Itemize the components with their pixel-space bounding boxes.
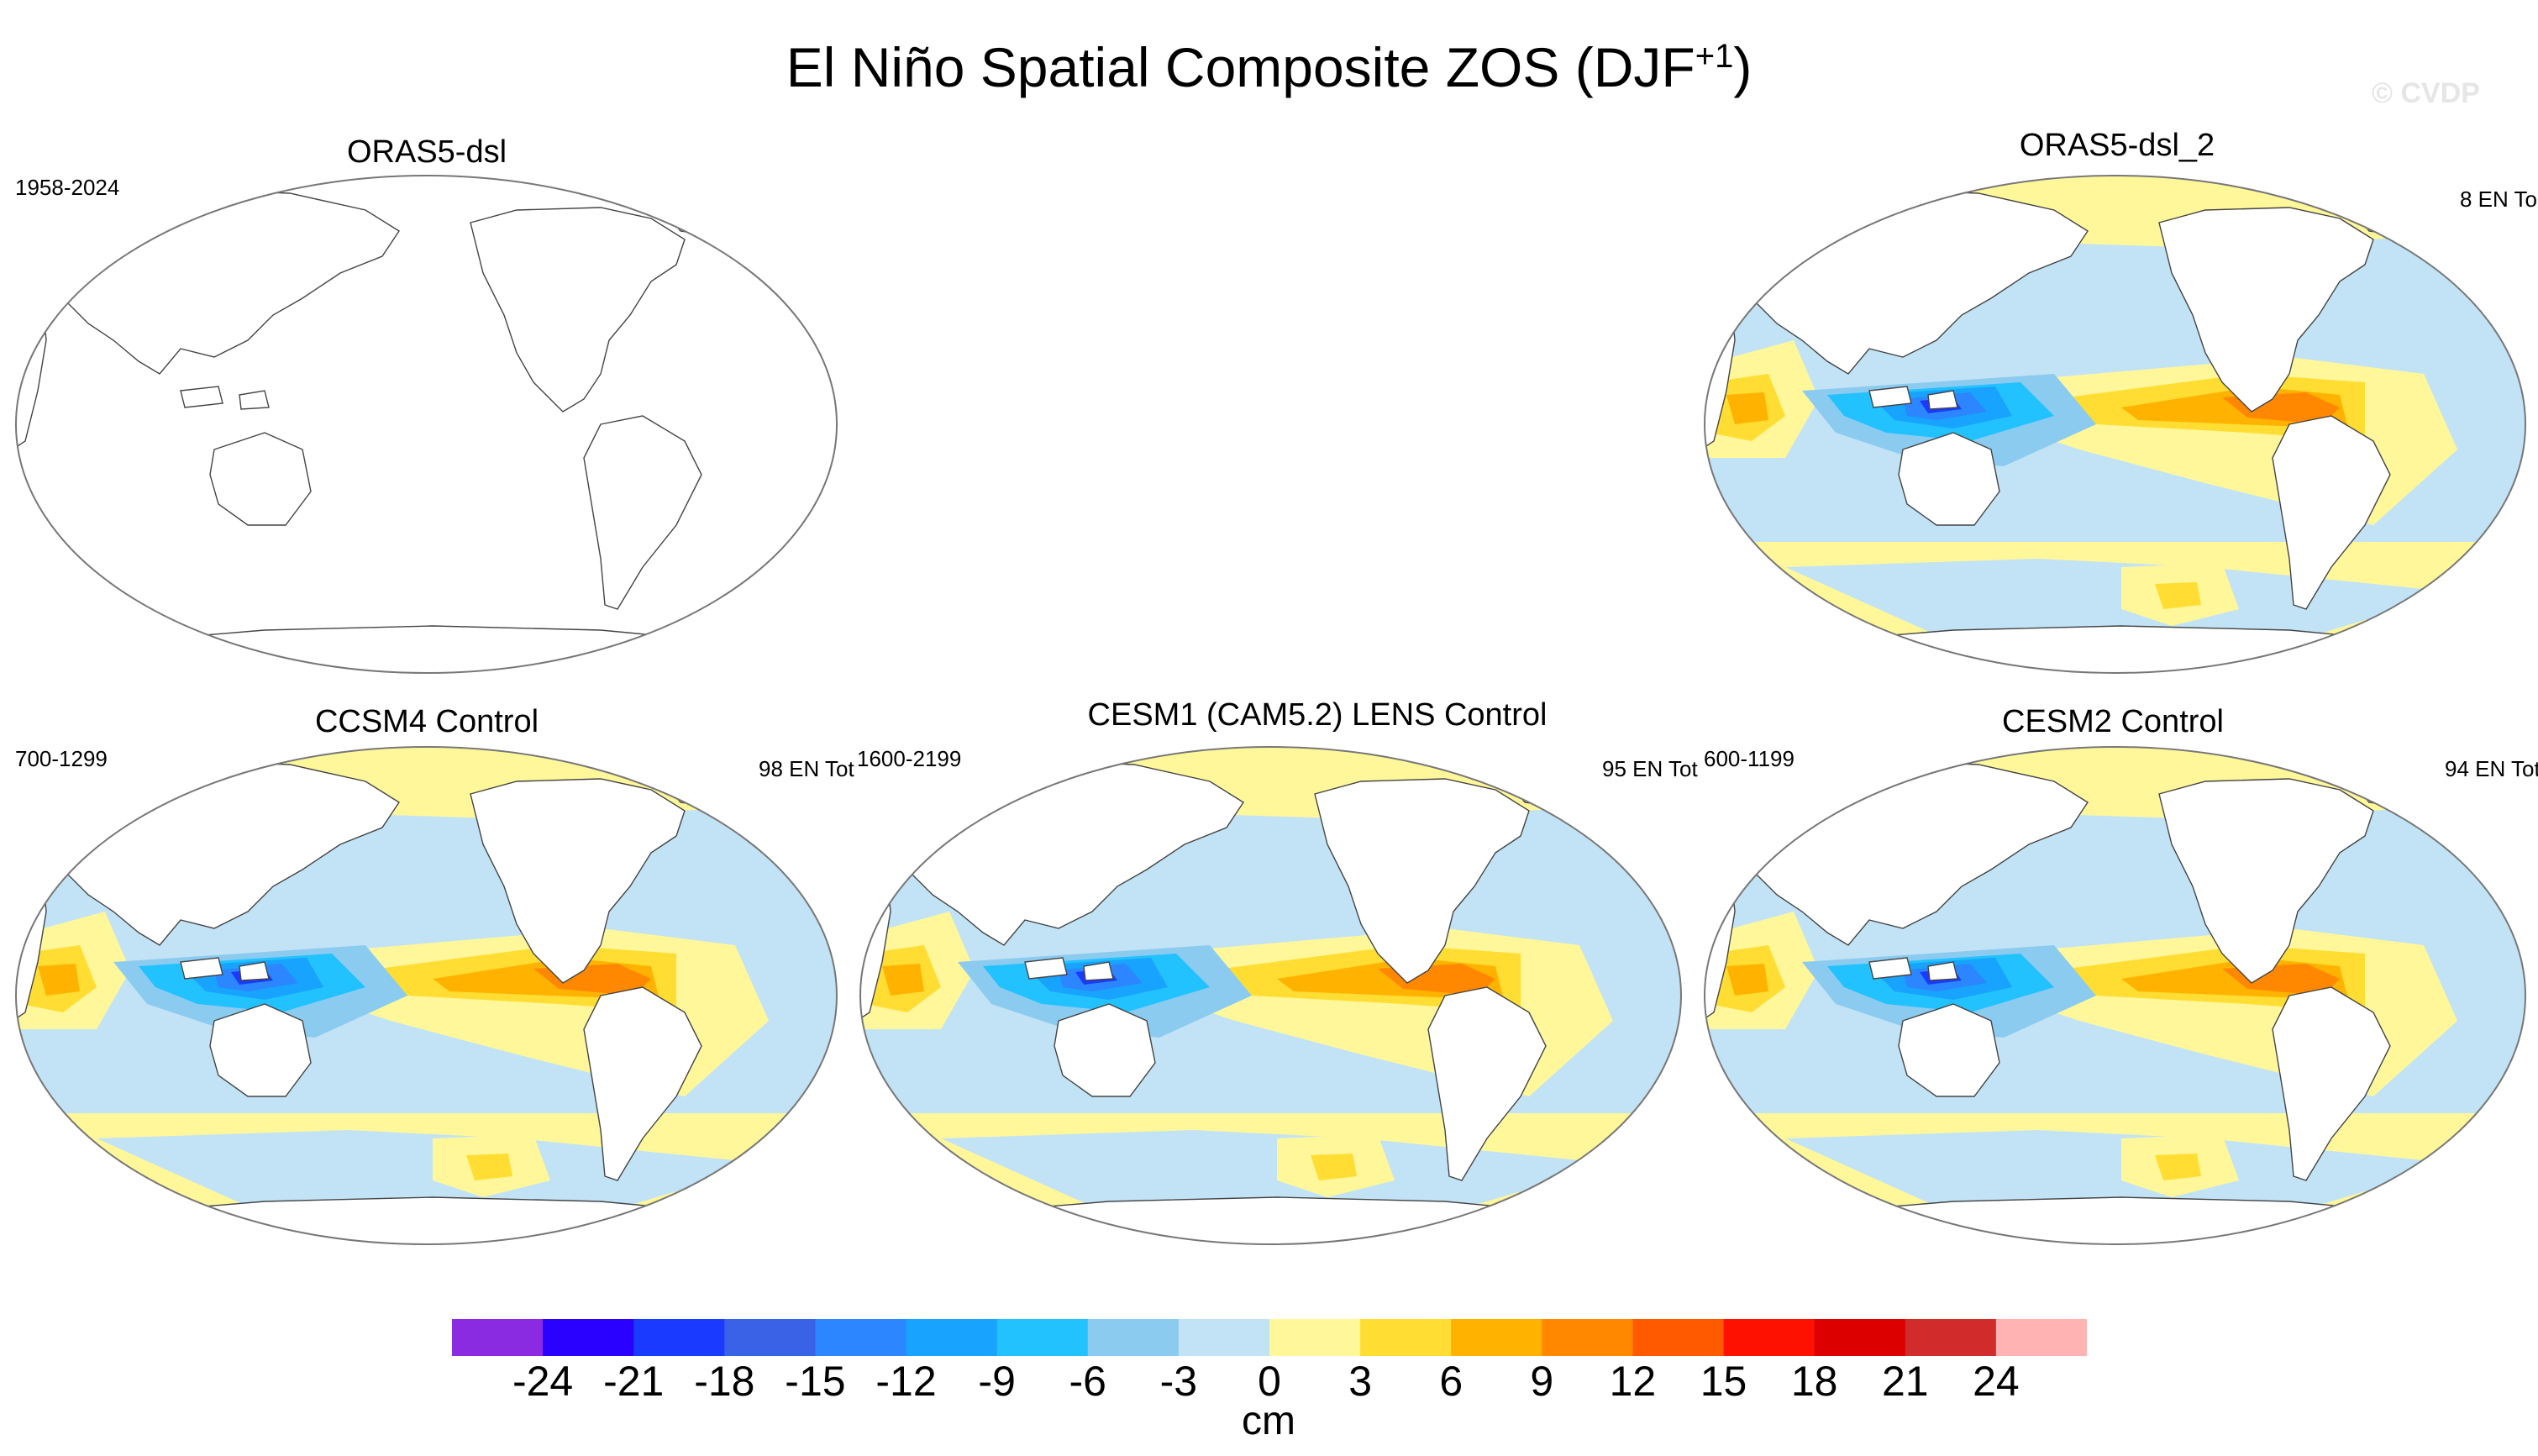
- panel-left-label: 600-1199: [1704, 746, 1794, 771]
- colorbar-tick-label: -18: [694, 1358, 755, 1405]
- colorbar-tick-label: -6: [1069, 1358, 1106, 1405]
- colorbar-tick-label: 18: [1790, 1358, 1838, 1405]
- panel-right-label: 94 EN Tot: [2445, 756, 2538, 781]
- map-border: [15, 175, 838, 674]
- colorbar-swatch: [543, 1319, 634, 1356]
- panel-title-oras5-dsl-2: ORAS5-dsl_2: [2019, 128, 2215, 163]
- continent-outline: [1868, 957, 1912, 980]
- panel-left-label: 700-1299: [15, 746, 108, 771]
- colorbar-tick-label: 6: [1439, 1358, 1463, 1405]
- panel-left-label: 1958-2024: [15, 175, 120, 200]
- colorbar-swatch: [1814, 1319, 1906, 1356]
- panel-title-cesm1: CESM1 (CAM5.2) LENS Control: [1087, 697, 1547, 733]
- continent-outline: [1024, 957, 1068, 980]
- colorbar-unit: cm: [1242, 1399, 1295, 1443]
- continent-outline: [1927, 961, 1958, 981]
- colorbar-tick-label: 21: [1881, 1358, 1929, 1405]
- panel-title-oras5-dsl: ORAS5-dsl: [346, 134, 507, 170]
- continent-outline: [1054, 1003, 1156, 1097]
- colorbar-tick-label: -3: [1159, 1358, 1198, 1405]
- colorbar-swatch: [1451, 1319, 1542, 1356]
- panel-title-cesm2: CESM2 Control: [2002, 704, 2224, 739]
- colorbar-tick-label: -21: [603, 1358, 665, 1405]
- continent-outline: [2158, 207, 2374, 413]
- colorbar-tick-label: 0: [1258, 1358, 1281, 1405]
- continent-outline: [470, 778, 686, 984]
- continent-outline: [239, 390, 270, 410]
- panel-right-label: 98 EN Tot: [759, 756, 854, 781]
- continent-outline: [1898, 432, 2000, 526]
- continent-outline: [209, 1003, 312, 1097]
- continent-outline: [180, 386, 223, 408]
- colorbar-swatch: [452, 1319, 544, 1356]
- continent-outline: [2272, 415, 2391, 610]
- map-panel: [15, 175, 838, 674]
- continent-outline: [1427, 986, 1547, 1181]
- continent-outline: [470, 207, 686, 413]
- colorbar-tick-label: -12: [875, 1358, 937, 1405]
- colorbar-swatch: [1542, 1319, 1633, 1356]
- colorbar-swatch: [633, 1319, 725, 1356]
- colorbar-tick-label: 3: [1348, 1358, 1373, 1405]
- map-panel: [1704, 175, 2526, 674]
- map-border: [1704, 746, 2526, 1245]
- figure-title: El Niño Spatial Composite ZOS (DJF+1): [786, 36, 1752, 98]
- colorbar-swatch: [1723, 1319, 1815, 1356]
- colorbar-swatch: [1178, 1319, 1270, 1356]
- continent-outline: [1898, 1003, 2000, 1097]
- colorbar-swatch: [996, 1319, 1089, 1356]
- continent-outline: [1083, 961, 1114, 981]
- colorbar-swatch: [906, 1319, 998, 1356]
- map-border: [859, 746, 1682, 1245]
- continent-outline: [1314, 778, 1530, 984]
- colorbar-tick-label: 15: [1700, 1358, 1747, 1405]
- continent-outline: [239, 961, 270, 981]
- continent-outline: [583, 986, 702, 1181]
- continent-outline: [583, 415, 702, 610]
- colorbar: [452, 1319, 2087, 1356]
- watermark: © CVDP: [2372, 77, 2480, 109]
- map-panel: [859, 746, 1682, 1245]
- colorbar-tick-label: -9: [978, 1358, 1016, 1405]
- colorbar-swatch: [1905, 1319, 1997, 1356]
- panel-right-label: 95 EN Tot: [1602, 756, 1698, 781]
- colorbar-tick-label: -15: [785, 1358, 846, 1405]
- continent-outline: [180, 957, 223, 980]
- colorbar-swatch: [1632, 1319, 1725, 1356]
- continent-outline: [209, 432, 312, 526]
- continent-outline: [2272, 986, 2391, 1181]
- continent-outline: [1868, 386, 1912, 408]
- colorbar-swatch: [815, 1319, 907, 1356]
- colorbar-tick-label: 9: [1530, 1358, 1554, 1405]
- colorbar-swatch: [1360, 1319, 1452, 1356]
- colorbar-swatch: [1995, 1319, 2087, 1356]
- colorbar-tick-label: -24: [512, 1358, 574, 1405]
- panel-title-ccsm4: CCSM4 Control: [314, 704, 539, 739]
- continent-outline: [1927, 390, 1958, 410]
- colorbar-swatch: [1087, 1319, 1180, 1356]
- colorbar-swatch: [724, 1319, 816, 1356]
- map-panel: [1704, 746, 2526, 1245]
- panel-right-label: 8 EN To: [2460, 187, 2538, 212]
- colorbar-tick-label: 24: [1973, 1358, 2020, 1405]
- map-border: [15, 746, 838, 1245]
- map-panel: [15, 746, 838, 1245]
- colorbar-tick-label: 12: [1609, 1358, 1657, 1405]
- panel-left-label: 1600-2199: [857, 746, 962, 771]
- continent-outline: [2158, 778, 2374, 984]
- map-border: [1704, 175, 2526, 674]
- colorbar-swatch: [1269, 1319, 1361, 1356]
